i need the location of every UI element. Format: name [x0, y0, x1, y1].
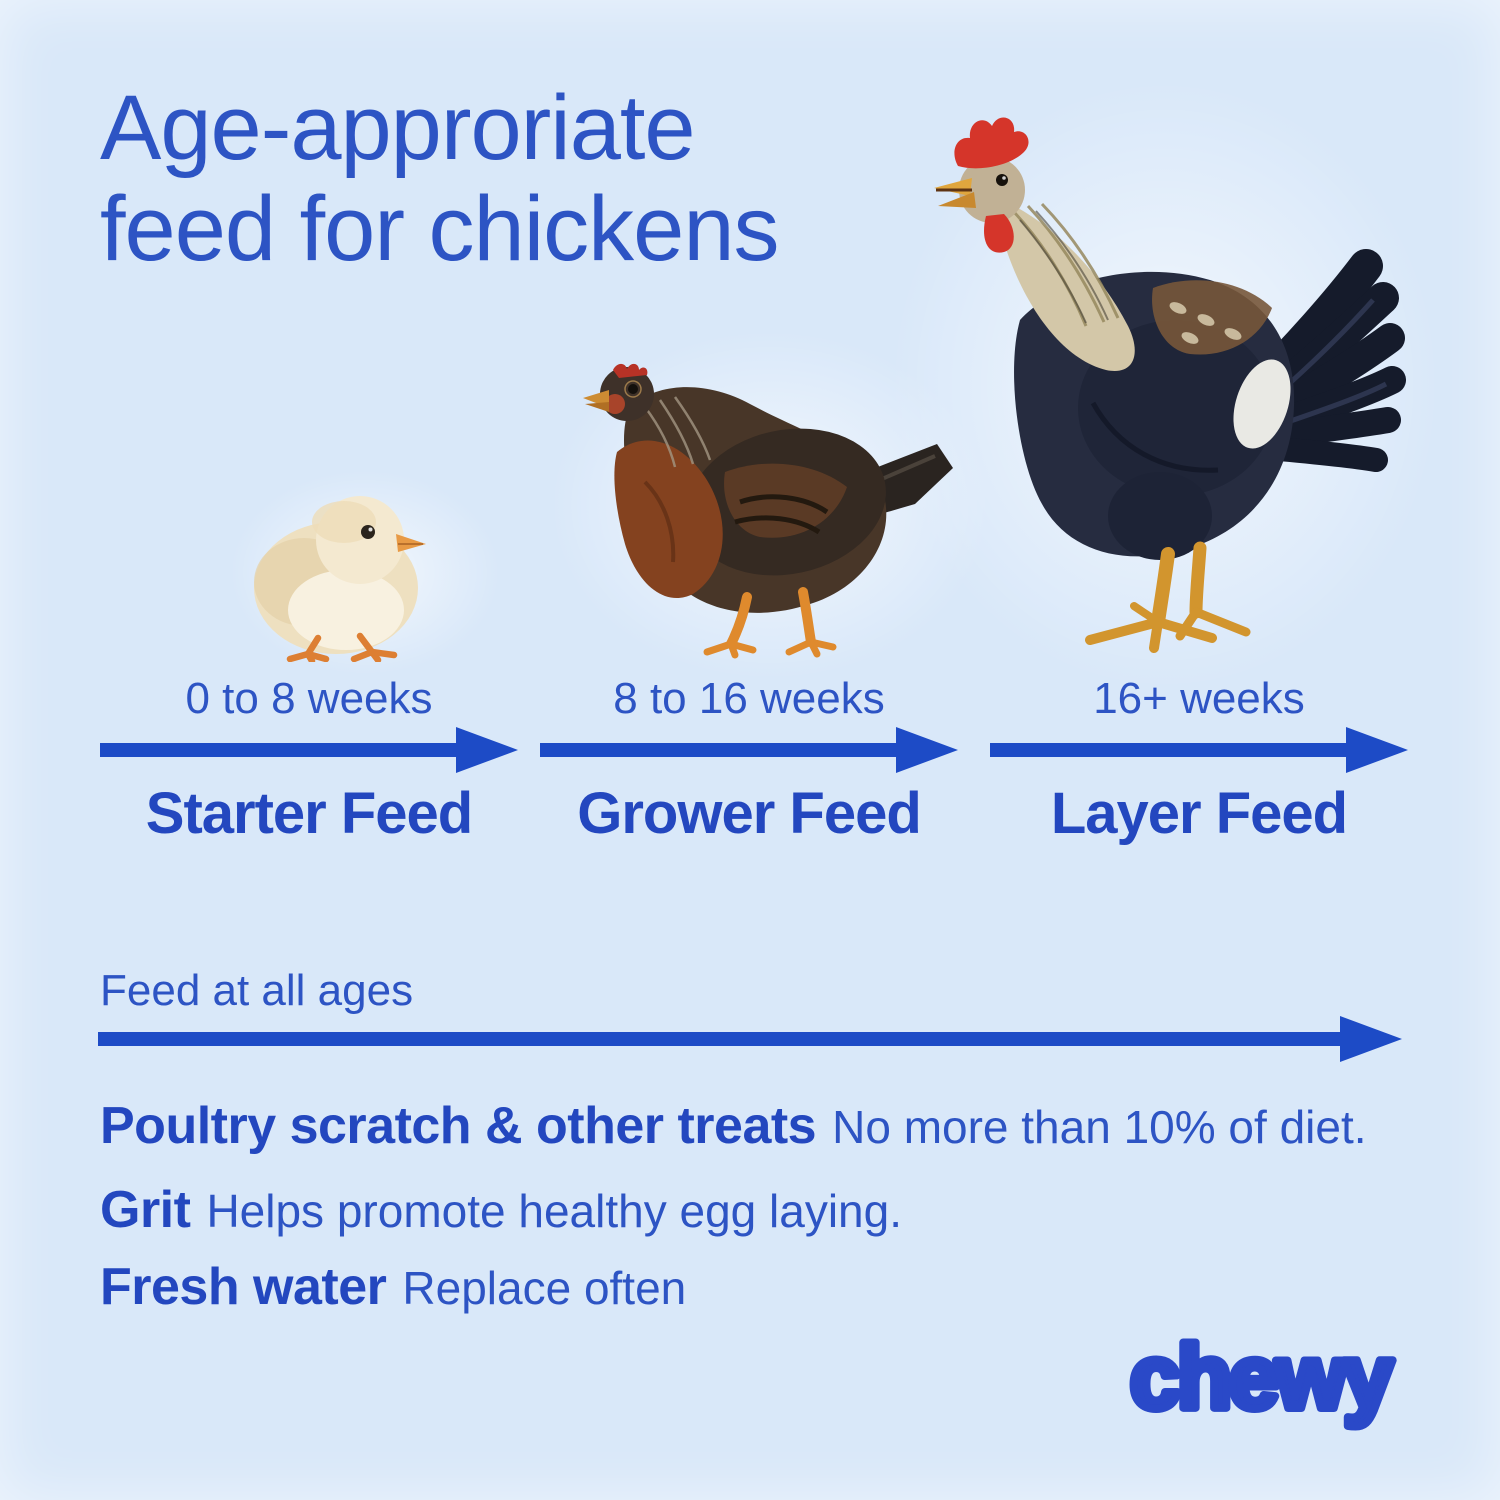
note-grit: Grit Helps promote healthy egg laying.: [100, 1180, 902, 1240]
arrow-right-icon: [540, 727, 958, 773]
note-term: Poultry scratch & other treats: [100, 1097, 817, 1155]
young-chicken-icon: [575, 352, 963, 660]
stage-starter: 0 to 8 weeks Starter Feed: [100, 674, 518, 854]
all-ages-label: Feed at all ages: [100, 966, 414, 1015]
chewy-logo: chewy: [1126, 1318, 1426, 1443]
arrow-right-icon: [100, 727, 518, 773]
page-title: Age-approriate feed for chickens: [100, 77, 779, 280]
note-term: Fresh water: [100, 1258, 387, 1316]
note-desc: Helps promote healthy egg laying.: [206, 1185, 902, 1237]
stage-feed-label: Layer Feed: [1050, 781, 1348, 846]
rooster-icon: [928, 108, 1406, 664]
stage-grower: 8 to 16 weeks Grower Feed: [540, 674, 958, 854]
note-fresh-water: Fresh water Replace often: [100, 1257, 686, 1317]
arrow-right-icon: [990, 727, 1408, 773]
note-poultry-scratch: Poultry scratch & other treats No more t…: [100, 1096, 1367, 1156]
chewy-logo-text: chewy: [1130, 1328, 1393, 1428]
stage-age-label: 16+ weeks: [1093, 674, 1305, 723]
note-desc: Replace often: [402, 1262, 687, 1314]
stage-age-label: 8 to 16 weeks: [613, 674, 885, 723]
note-desc: No more than 10% of diet.: [832, 1101, 1367, 1153]
note-term: Grit: [100, 1181, 191, 1239]
page-title-line1: Age-approriate: [100, 77, 696, 179]
stage-feed-label: Starter Feed: [145, 781, 473, 846]
stage-feed-label: Grower Feed: [577, 781, 922, 846]
stage-age-label: 0 to 8 weeks: [185, 674, 433, 723]
stage-layer: 16+ weeks Layer Feed: [990, 674, 1408, 854]
page-title-line2: feed for chickens: [100, 178, 779, 280]
all-ages-arrow-icon: [98, 1016, 1402, 1062]
chick-icon: [248, 490, 483, 665]
